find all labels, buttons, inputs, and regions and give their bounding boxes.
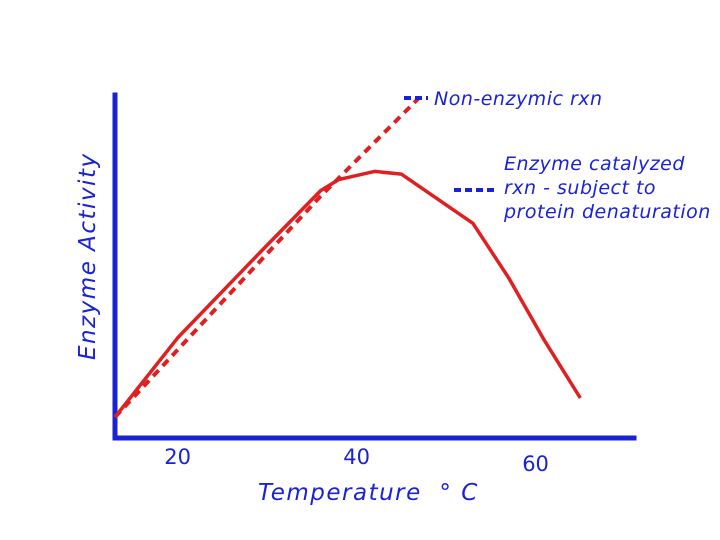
series-group [113, 96, 582, 419]
x-tick-labels: 20 40 60 [164, 445, 549, 476]
series-line-non-enzymic [113, 96, 421, 419]
x-tick-label-20: 20 [164, 445, 191, 469]
x-tick-label-40: 40 [343, 445, 370, 469]
annotation-text-enzyme-catalyzed: rxn - subject to [504, 177, 656, 199]
annotation-text-enzyme-catalyzed: protein denaturation [503, 201, 711, 223]
x-tick-label-60: 60 [522, 452, 549, 476]
x-axis-label: Temperature ° C [258, 480, 479, 506]
series-line-enzyme-catalyzed [113, 169, 582, 419]
y-axis-label: Enzyme Activity [75, 152, 101, 360]
annotation-text-non-enzymic: Non-enzymic rxn [434, 88, 603, 110]
annotation-text-enzyme-catalyzed: Enzyme catalyzed [504, 153, 685, 175]
